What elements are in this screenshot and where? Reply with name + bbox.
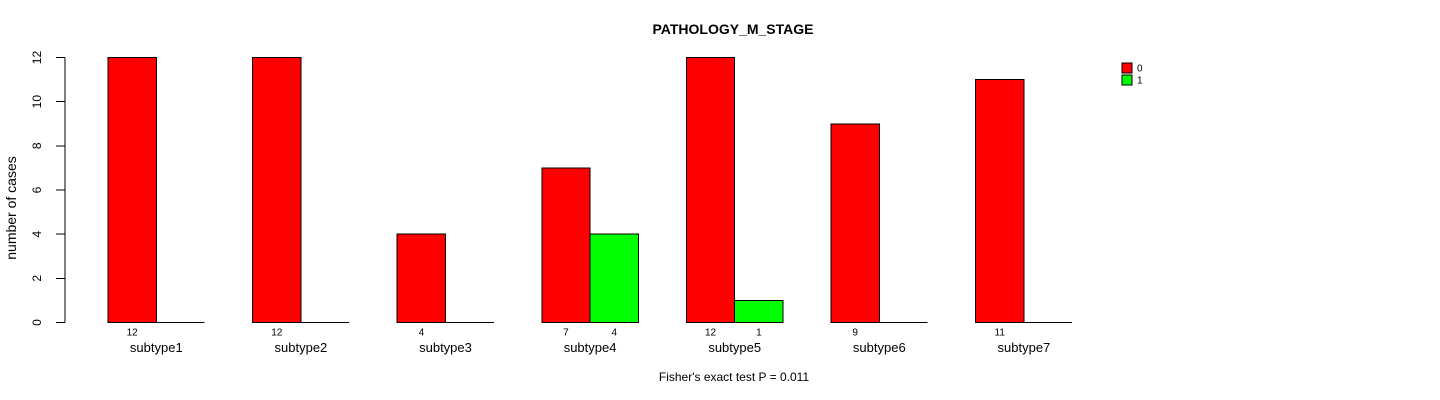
- bar-value-label: 9: [852, 328, 858, 339]
- y-tick-label: 8: [30, 142, 44, 149]
- bar-subtype1-series-0: [107, 57, 157, 323]
- bar-subtype4-series-0: [541, 167, 591, 323]
- category-label-subtype1: subtype1: [130, 340, 183, 355]
- bar-value-label: 12: [271, 328, 283, 339]
- category-label-subtype7: subtype7: [998, 340, 1051, 355]
- bar-subtype4-series-1: [589, 233, 639, 324]
- bar-value-label: 4: [419, 328, 425, 339]
- category-label-subtype6: subtype6: [853, 340, 906, 355]
- bar-value-label: 1: [756, 328, 762, 339]
- category-label-subtype3: subtype3: [419, 340, 472, 355]
- y-tick-label: 2: [30, 275, 44, 282]
- bar-value-label: 4: [611, 328, 617, 339]
- y-tick-label: 10: [30, 95, 44, 109]
- y-tick-label: 4: [30, 231, 44, 238]
- y-tick-label: 6: [30, 186, 44, 193]
- y-tick-label: 0: [30, 319, 44, 326]
- legend-label-0: 0: [1137, 64, 1143, 75]
- bar-subtype6-series-0: [830, 123, 880, 323]
- bar-subtype5-series-0: [685, 57, 736, 323]
- chart-title: PATHOLOGY_M_STAGE: [652, 21, 813, 37]
- bar-value-label: 11: [995, 328, 1006, 339]
- category-label-subtype2: subtype2: [275, 340, 328, 355]
- category-label-subtype4: subtype4: [564, 340, 617, 355]
- legend-swatch-0: [1121, 62, 1133, 74]
- category-label-subtype5: subtype5: [708, 340, 761, 355]
- y-tick-label: 12: [30, 51, 44, 65]
- bar-value-label: 12: [127, 328, 139, 339]
- y-axis-title: number of cases: [3, 156, 19, 260]
- bar-subtype2-series-0: [252, 57, 302, 323]
- bar-subtype3-series-0: [396, 233, 447, 324]
- bar-value-label: 7: [563, 328, 569, 339]
- bar-subtype5-series-1: [734, 299, 784, 323]
- bar-subtype7-series-0: [975, 79, 1025, 324]
- bar-value-label: 12: [705, 328, 717, 339]
- legend-label-1: 1: [1137, 76, 1143, 87]
- legend-swatch-1: [1121, 74, 1133, 86]
- footnote-text: Fisher's exact test P = 0.011: [659, 370, 810, 384]
- legend: 0 1: [1121, 62, 1143, 87]
